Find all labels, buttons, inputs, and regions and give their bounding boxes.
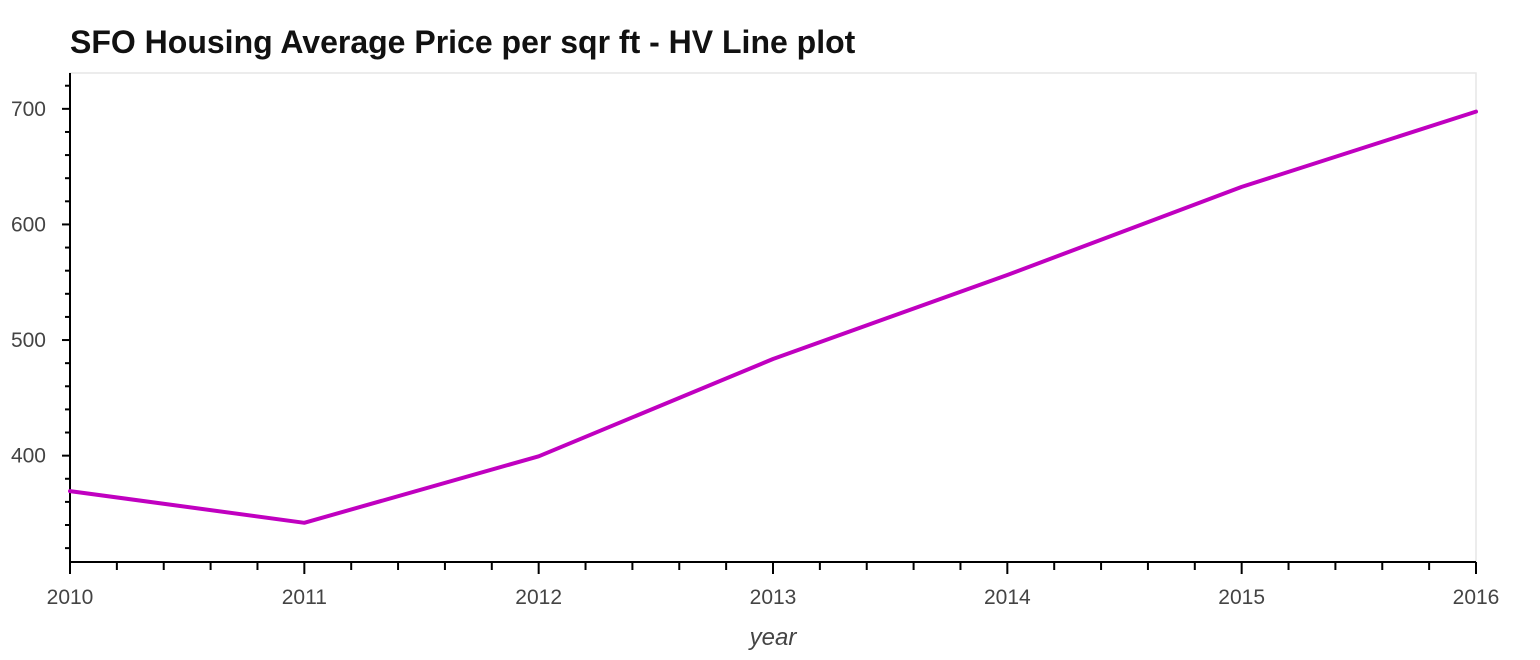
x-tick-label: 2010 — [47, 586, 94, 609]
y-tick-label: 500 — [11, 329, 46, 352]
x-tick-label: 2015 — [1218, 586, 1265, 609]
x-tick-label: 2013 — [750, 586, 797, 609]
y-tick-label: 600 — [11, 213, 46, 236]
plot-frame — [69, 72, 1477, 563]
x-tick-label: 2011 — [282, 586, 327, 609]
y-tick-label: 700 — [11, 98, 46, 121]
chart-title: SFO Housing Average Price per sqr ft - H… — [70, 24, 856, 60]
y-tick-label: 400 — [11, 445, 46, 468]
price-series-line — [68, 109, 1478, 525]
x-tick-label: 2016 — [1453, 586, 1500, 609]
x-tick-label: 2014 — [984, 586, 1031, 609]
x-tick-label: 2012 — [515, 586, 562, 609]
x-axis: 2010 2011 2012 2013 2014 2015 2016 — [47, 561, 1500, 609]
x-axis-label: year — [748, 624, 798, 651]
y-axis: 400 500 600 700 — [11, 73, 71, 562]
